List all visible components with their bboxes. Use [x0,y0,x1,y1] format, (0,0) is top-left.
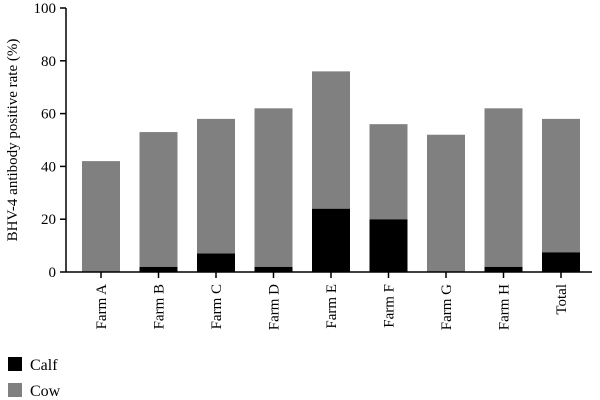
bar-calf-total [542,252,580,272]
legend-label-cow: Cow [30,383,61,400]
bar-cow-farm-f [369,124,408,220]
y-tick-label: 60 [41,107,56,123]
bar-cow-total [542,118,580,253]
bar-cow-farm-h [484,108,523,267]
x-tick-label-farm-a: Farm A [94,284,110,330]
bar-calf-farm-e [312,208,350,272]
x-tick-label-farm-d: Farm D [267,284,283,330]
bar-cow-farm-d [254,108,293,267]
y-tick-label: 100 [34,1,57,17]
bar-calf-farm-b [139,266,178,272]
bar-calf-farm-d [254,266,293,272]
y-tick-label: 20 [41,212,56,228]
y-tick-label: 40 [41,159,56,175]
y-tick-label: 0 [49,265,57,281]
bar-calf-farm-c [197,253,235,272]
legend-label-calf: Calf [30,357,58,374]
bar-calf-farm-h [484,266,523,272]
legend: Calf Cow [8,357,61,400]
plot-area: 0 20 40 60 80 100 Farm A Farm B Farm C Farm D Farm… [34,1,592,330]
x-tick-label-farm-e: Farm E [324,284,340,329]
y-tick-label: 80 [41,54,56,70]
bar-calf-farm-f [369,219,408,272]
x-tick-label-farm-c: Farm C [209,284,225,329]
bar-cow-farm-e [312,71,350,209]
x-tick-label-total: Total [554,284,570,315]
x-tick-label-farm-f: Farm F [382,284,398,328]
bar-cow-farm-g [427,134,465,272]
x-tick-label-farm-h: Farm H [497,284,513,330]
x-tick-label-farm-b: Farm B [152,284,168,329]
x-tick-label-farm-g: Farm G [439,284,455,330]
y-axis-title: BHV-4 antibody positive rate (%) [5,39,21,242]
bar-cow-farm-b [139,132,178,267]
legend-swatch-calf [8,357,22,371]
bar-cow-farm-a [82,161,120,272]
legend-swatch-cow [8,383,22,397]
bar-cow-farm-c [197,118,235,254]
